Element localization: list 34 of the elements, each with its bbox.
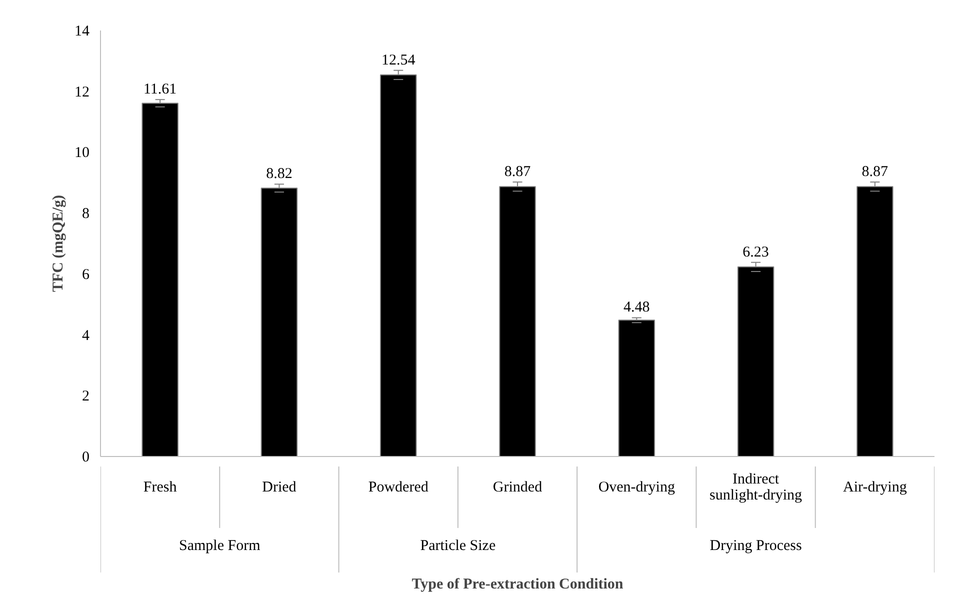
x-tick-label: Indirect sunlight-drying (710, 472, 803, 504)
x-tick-label: Dried (262, 480, 297, 496)
y-tick-label: 4 (82, 328, 90, 344)
bar (737, 266, 774, 456)
data-label: 6.23 (742, 244, 769, 260)
data-label: 11.61 (143, 82, 177, 98)
y-tick-label: 0 (82, 450, 90, 466)
x-tick-label: Grinded (492, 480, 543, 496)
data-label: 4.48 (624, 300, 650, 316)
y-tick-label: 10 (74, 145, 90, 162)
y-tick-label: 2 (82, 388, 90, 405)
data-label: 8.87 (504, 164, 532, 180)
y-tick-label: 6 (82, 266, 90, 283)
x-axis-title: Type of Pre-extraction Condition (412, 576, 624, 592)
x-tick-label: Air-drying (843, 480, 908, 496)
bar (618, 320, 656, 456)
bar (856, 186, 894, 456)
x-tick-label: Powdered (368, 480, 429, 496)
data-label: 8.87 (862, 164, 889, 180)
data-label: 8.82 (266, 166, 292, 182)
data-label: 12.54 (381, 52, 416, 68)
y-tick-label: 8 (82, 206, 90, 222)
y-axis-title: TFC (mgQE/g) (50, 194, 66, 292)
text: Drying Process (710, 538, 802, 554)
bar (260, 188, 298, 456)
y-tick-label: 14 (74, 24, 90, 40)
x-tick-label: Oven-drying (598, 480, 676, 496)
y-tick-label: 12 (74, 84, 90, 100)
text: Particle Size (420, 538, 496, 554)
text: Sample Form (179, 538, 261, 554)
bar (380, 74, 417, 456)
bar (142, 102, 178, 456)
x-tick-label: Fresh (143, 480, 178, 496)
bar (499, 186, 536, 456)
